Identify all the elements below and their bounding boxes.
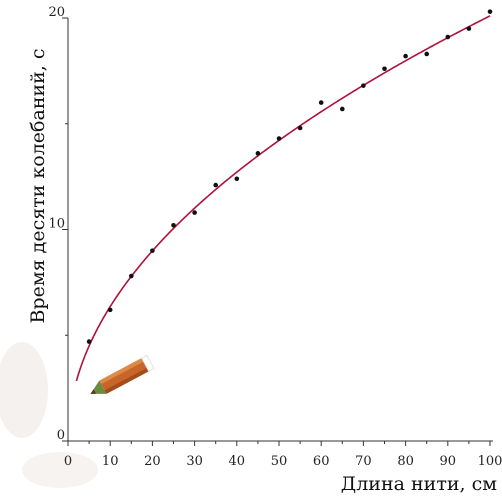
data-point [487,9,493,14]
data-point [213,182,218,188]
data-point [403,53,408,59]
x-tick-label: 90 [440,454,457,469]
x-tick-label: 50 [271,454,288,469]
data-point [318,100,324,105]
x-tick-label: 10 [102,454,119,469]
x-tick-label: 30 [186,454,203,469]
data-point [86,339,92,344]
data-point [424,51,430,57]
data-point [107,307,113,313]
x-axis-label: Длина нити, см [341,473,497,495]
data-point [276,136,282,141]
y-axis-label: Время десяти колебаний, с [27,48,49,323]
y-ticks: 0 10 20 [48,5,68,443]
data-point [150,248,155,253]
data-point [171,222,176,228]
data-point [445,34,451,40]
pencil-icon [90,354,155,394]
data-point [297,125,303,131]
data-point [255,151,261,156]
data-point [129,273,134,279]
data-points [86,9,493,344]
decor-shadows [0,342,98,488]
x-ticks: 0 10 20 30 40 50 60 70 80 90 100 [64,441,502,469]
x-tick-label: 80 [397,454,414,469]
data-point [361,83,366,88]
data-point [466,26,472,31]
x-tick-label: 40 [229,454,246,469]
x-tick-label: 70 [355,454,372,469]
y-tick-label: 10 [48,217,65,232]
x-tick-label: 60 [313,454,330,469]
data-point [340,106,345,112]
data-point [234,176,240,182]
x-tick-label: 100 [478,454,502,469]
x-tick-label: 20 [144,454,161,469]
x-tick-label: 0 [64,454,72,469]
y-tick-label: 20 [48,5,65,20]
y-tick-label: 0 [57,428,65,443]
data-point [192,210,197,215]
fit-curve [75,15,491,382]
data-point [382,66,387,72]
